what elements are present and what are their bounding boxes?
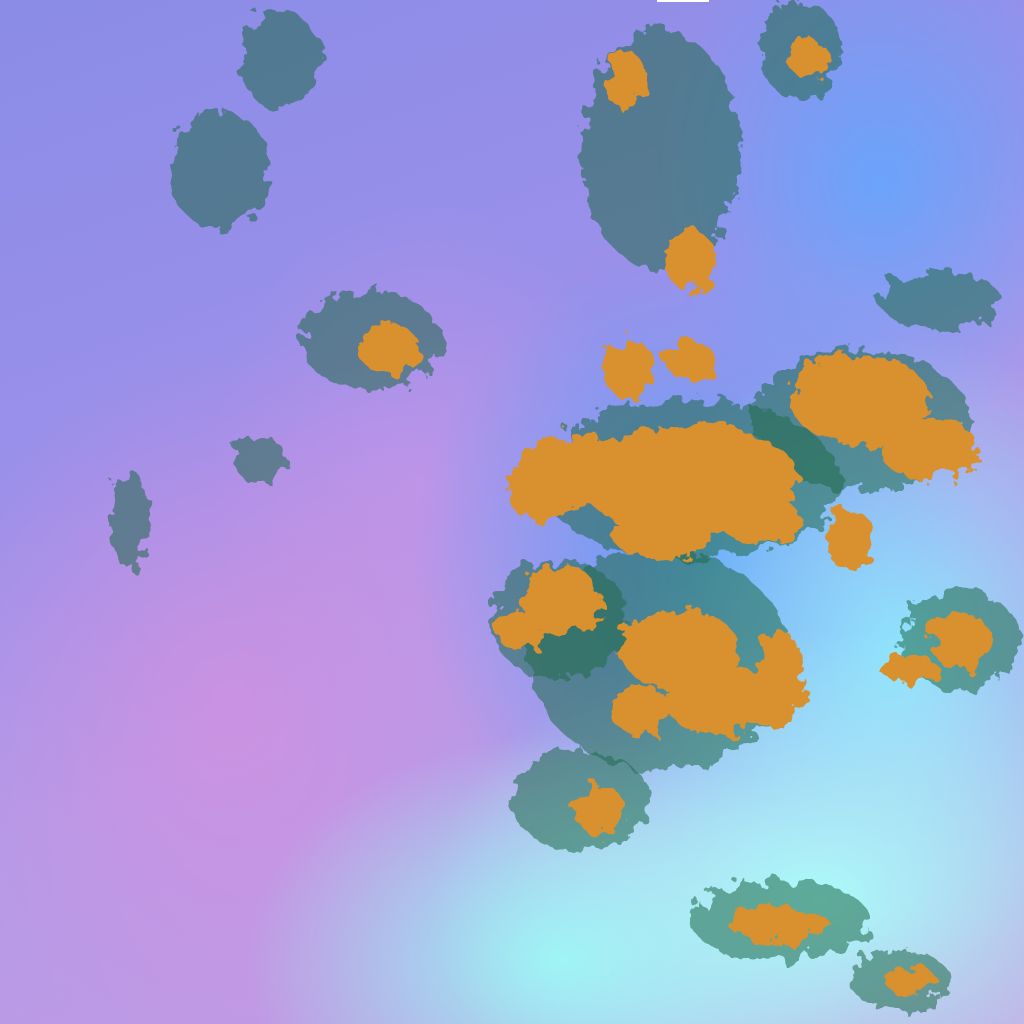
cloud-top xyxy=(790,355,930,445)
cloud-edge xyxy=(235,435,285,485)
cloud-top xyxy=(730,907,830,943)
cloud-top xyxy=(720,495,800,545)
cloud-top xyxy=(610,500,710,560)
cloud-top xyxy=(665,340,715,380)
cloud-top xyxy=(575,785,625,835)
cloud-top xyxy=(930,610,990,670)
cloud-edge xyxy=(580,30,740,270)
cloud-edge xyxy=(110,470,150,570)
top-edge-strip xyxy=(657,0,709,2)
cloud-top xyxy=(360,325,420,375)
cloud-top xyxy=(665,665,775,735)
cloud-top xyxy=(610,685,670,735)
cloud-top xyxy=(880,658,940,682)
cloud-top xyxy=(755,630,805,730)
cloud-top xyxy=(495,610,545,650)
cloud-top xyxy=(520,565,600,635)
cloud-top xyxy=(790,40,830,80)
cloud-top xyxy=(825,510,875,570)
cloud-top xyxy=(665,230,715,290)
cloud-edge xyxy=(170,110,270,230)
cloud-top xyxy=(880,420,980,480)
cloud-top xyxy=(885,965,935,995)
cloud-top xyxy=(505,460,575,520)
cloud-edge xyxy=(880,270,1000,330)
cloud-edge xyxy=(240,10,320,110)
cloud-top xyxy=(605,340,655,400)
cloud-top xyxy=(605,50,645,110)
